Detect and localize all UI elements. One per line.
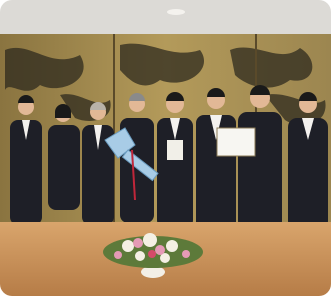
- photo: [0, 0, 331, 300]
- gift-box: [167, 140, 183, 160]
- ceiling: [0, 0, 331, 34]
- ceiling-light: [167, 9, 185, 15]
- page: (() => { const data = JSON.parse(documen…: [0, 0, 331, 300]
- scene: [0, 0, 331, 300]
- certificate: [217, 128, 255, 156]
